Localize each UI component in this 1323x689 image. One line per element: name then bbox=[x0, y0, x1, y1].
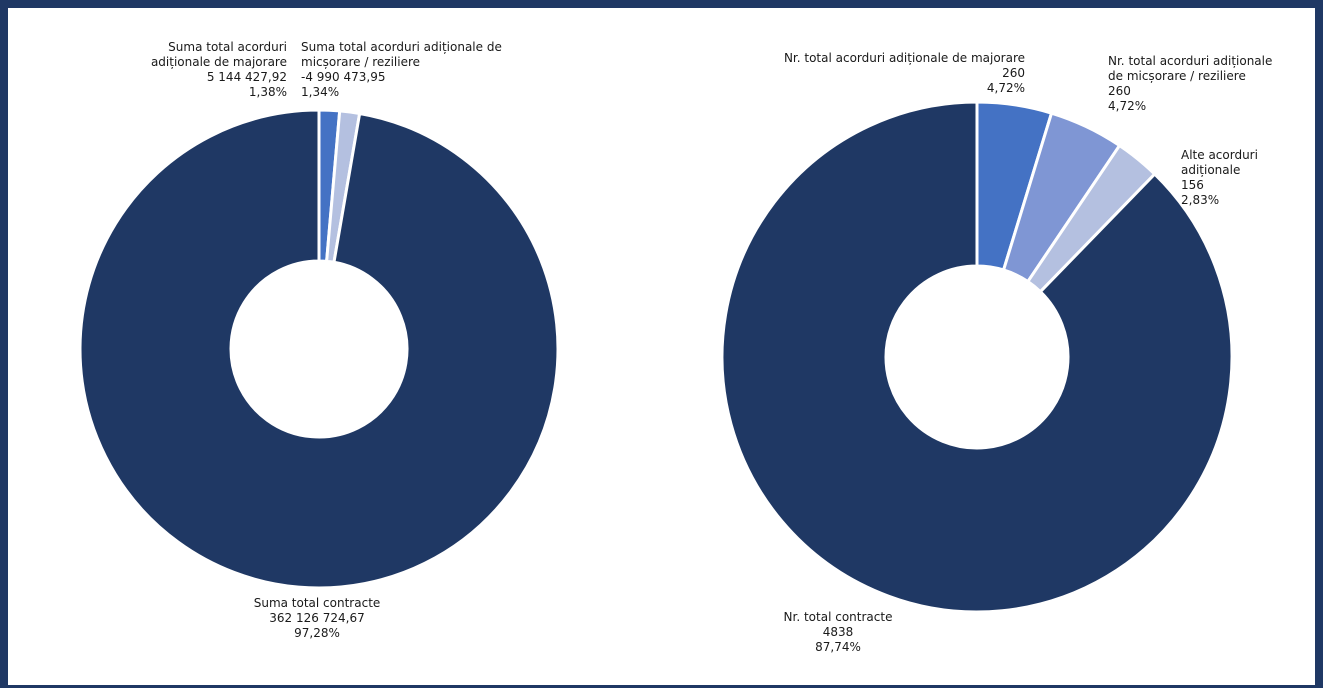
data-label-line: 156 bbox=[1181, 178, 1204, 192]
slice-nr-total-contracte bbox=[720, 100, 1234, 614]
data-label-percent: 1,38% bbox=[249, 85, 287, 99]
data-label-line: -4 990 473,95 bbox=[301, 70, 386, 84]
data-label: Alte acorduri adiționale 156 2,83% bbox=[1181, 148, 1258, 207]
data-label-percent: 87,74% bbox=[815, 640, 861, 654]
data-label-line: adiționale bbox=[1181, 163, 1240, 177]
data-label-percent: 4,72% bbox=[987, 81, 1025, 95]
data-label: Suma total acorduri adiționale de majorar… bbox=[151, 40, 287, 99]
data-label-line: micșorare / reziliere bbox=[301, 55, 420, 69]
data-label-line: 5 144 427,92 bbox=[207, 70, 287, 84]
data-label: Nr. total acorduri adiționale de majorar… bbox=[784, 51, 1025, 95]
data-label-line: 4838 bbox=[823, 625, 854, 639]
donut-chart-sums: Suma total acorduri adiționale de majorar… bbox=[78, 40, 560, 640]
data-label-line: Nr. total contracte bbox=[784, 610, 893, 624]
data-label: Nr. total acorduri adiționale de micșorar… bbox=[1108, 54, 1272, 113]
data-label-percent: 97,28% bbox=[294, 626, 340, 640]
data-label-line: 362 126 724,67 bbox=[269, 611, 364, 625]
data-label-line: 260 bbox=[1002, 66, 1025, 80]
data-label-line: Alte acorduri bbox=[1181, 148, 1258, 162]
slice-suma-total-contracte bbox=[78, 108, 560, 590]
data-label-percent: 2,83% bbox=[1181, 193, 1219, 207]
data-label-line: de micșorare / reziliere bbox=[1108, 69, 1246, 83]
data-label-line: Suma total acorduri adiționale de bbox=[301, 40, 502, 54]
data-label-percent: 1,34% bbox=[301, 85, 339, 99]
charts-canvas: Suma total acorduri adiționale de majorar… bbox=[78, 40, 1272, 654]
data-label: Suma total acorduri adiționale de micșora… bbox=[301, 40, 502, 99]
donut-chart-counts: Nr. total acorduri adiționale de majorar… bbox=[720, 51, 1272, 654]
data-label-line: adiționale de majorare bbox=[151, 55, 287, 69]
data-label-line: Suma total acorduri bbox=[168, 40, 287, 54]
data-label: Nr. total contracte 4838 87,74% bbox=[784, 610, 893, 654]
data-label-line: Nr. total acorduri adiționale bbox=[1108, 54, 1272, 68]
data-label-percent: 4,72% bbox=[1108, 99, 1146, 113]
data-label: Suma total contracte 362 126 724,67 97,28% bbox=[254, 596, 381, 640]
data-label-line: 260 bbox=[1108, 84, 1131, 98]
data-label-line: Nr. total acorduri adiționale de majorar… bbox=[784, 51, 1025, 65]
data-label-line: Suma total contracte bbox=[254, 596, 381, 610]
